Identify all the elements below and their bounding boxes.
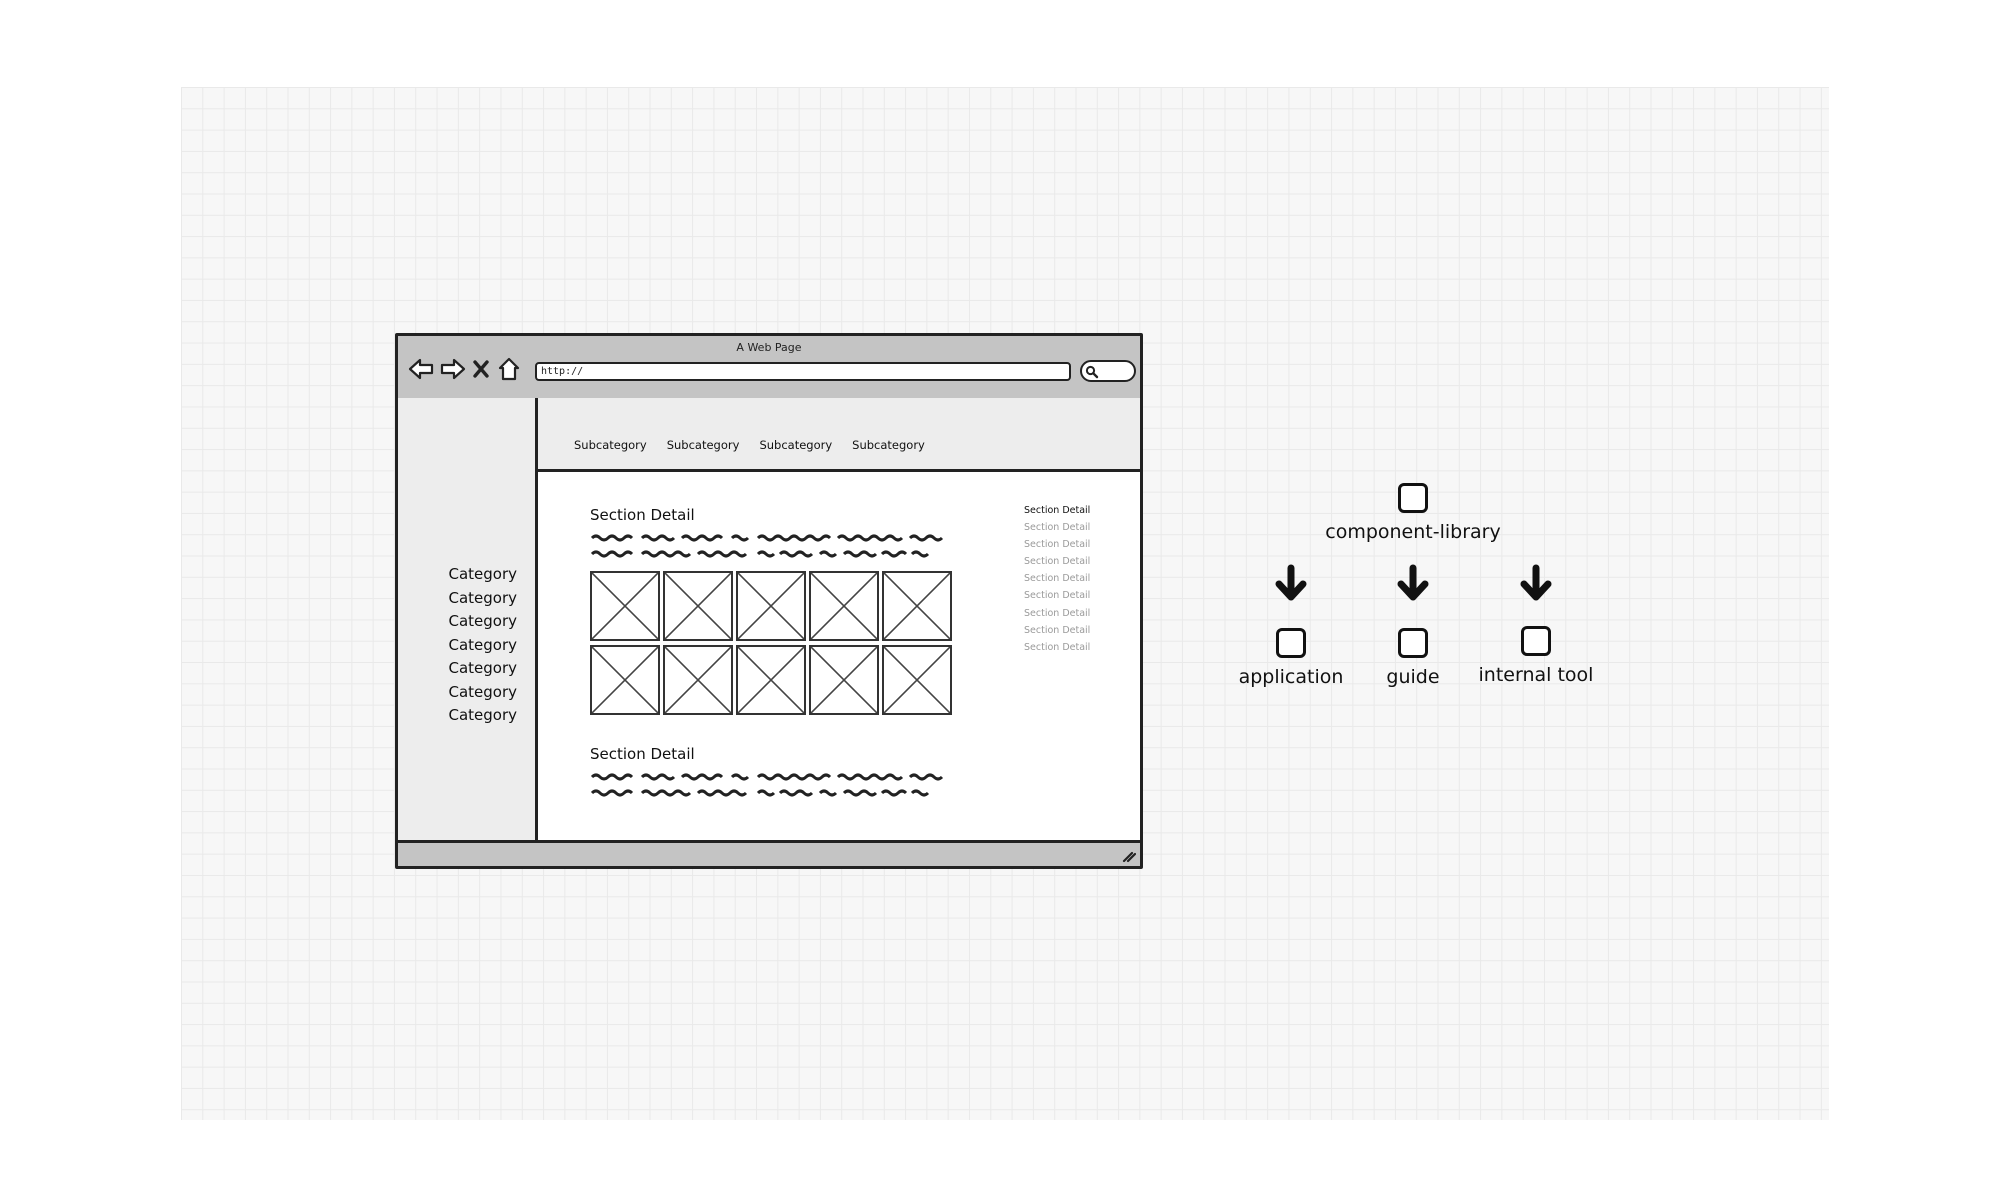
node-checkbox[interactable] <box>1276 628 1306 658</box>
sidebar-category[interactable]: Category <box>448 588 517 607</box>
sidebar-category[interactable]: Category <box>448 635 517 654</box>
sidebar-category[interactable]: Category <box>448 706 517 724</box>
subcategory-nav: Subcategory Subcategory Subcategory Subc… <box>538 398 1140 472</box>
image-placeholder <box>590 571 660 641</box>
section-link[interactable]: Section Detail <box>1024 522 1091 534</box>
main-content: Section Detail Section Detail Section De… <box>538 472 1140 846</box>
node-label: internal tool <box>1478 664 1594 686</box>
placeholder-text-scribble <box>590 773 944 797</box>
image-placeholder <box>590 645 660 715</box>
diagram-node-child: internal tool <box>1436 626 1636 686</box>
node-checkbox[interactable] <box>1398 628 1428 658</box>
image-placeholder <box>882 571 952 641</box>
section-link[interactable]: Section Detail <box>1024 556 1091 568</box>
section-link[interactable]: Section Detail <box>1024 641 1091 653</box>
image-placeholder <box>736 645 806 715</box>
home-icon[interactable] <box>496 356 522 382</box>
page-title: A Web Page <box>736 341 802 354</box>
section-links: Section Detail Section Detail Section De… <box>1024 502 1090 656</box>
diagram-node-root: component-library <box>1313 483 1513 543</box>
placeholder-text-scribble <box>590 534 944 558</box>
section-title: Section Detail <box>590 745 695 763</box>
section-link[interactable]: Section Detail <box>1024 624 1091 636</box>
image-placeholder <box>663 645 733 715</box>
browser-toolbar: A Web Page <box>398 336 1140 401</box>
image-placeholder-grid <box>590 571 952 715</box>
forward-arrow-icon[interactable] <box>440 356 466 382</box>
section-link[interactable]: Section Detail <box>1024 505 1091 516</box>
back-arrow-icon[interactable] <box>408 356 434 382</box>
status-bar <box>398 840 1140 866</box>
node-label: application <box>1238 666 1344 688</box>
section-link[interactable]: Section Detail <box>1024 539 1091 551</box>
subnav-item[interactable]: Subcategory <box>574 438 647 452</box>
search-icon <box>1085 365 1099 379</box>
image-placeholder <box>809 571 879 641</box>
diagram-node-child: guide <box>1313 628 1513 688</box>
node-checkbox[interactable] <box>1398 483 1428 513</box>
diagram-node-child: application <box>1191 628 1391 688</box>
sidebar-category[interactable]: Category <box>448 565 517 583</box>
down-arrow-icon <box>1520 564 1552 601</box>
section-link[interactable]: Section Detail <box>1024 590 1091 602</box>
nav-buttons <box>408 356 522 382</box>
search-button[interactable] <box>1080 360 1136 382</box>
category-list: Category Category Category Category Cate… <box>448 563 517 728</box>
section-title: Section Detail <box>590 506 695 524</box>
node-label: guide <box>1386 666 1440 688</box>
close-x-icon[interactable] <box>472 356 490 382</box>
subnav-item[interactable]: Subcategory <box>852 438 925 452</box>
image-placeholder <box>809 645 879 715</box>
image-placeholder <box>882 645 952 715</box>
down-arrow-icon <box>1397 564 1429 601</box>
url-input[interactable] <box>535 362 1071 381</box>
node-label: component-library <box>1325 521 1501 543</box>
image-placeholder <box>736 571 806 641</box>
subnav-item[interactable]: Subcategory <box>666 438 740 452</box>
browser-window-mockup: A Web Page Category Category Category Ca <box>395 333 1143 869</box>
sidebar-category[interactable]: Category <box>448 612 517 630</box>
sidebar-category[interactable]: Category <box>448 659 517 677</box>
subnav-item[interactable]: Subcategory <box>759 438 833 452</box>
image-placeholder <box>663 571 733 641</box>
sidebar-category[interactable]: Category <box>448 682 517 701</box>
sidebar: Category Category Category Category Cate… <box>398 398 538 846</box>
section-link[interactable]: Section Detail <box>1024 573 1091 585</box>
down-arrow-icon <box>1275 564 1307 601</box>
node-checkbox[interactable] <box>1521 626 1551 656</box>
resize-grip-icon[interactable] <box>1122 851 1136 863</box>
section-link[interactable]: Section Detail <box>1024 607 1091 619</box>
